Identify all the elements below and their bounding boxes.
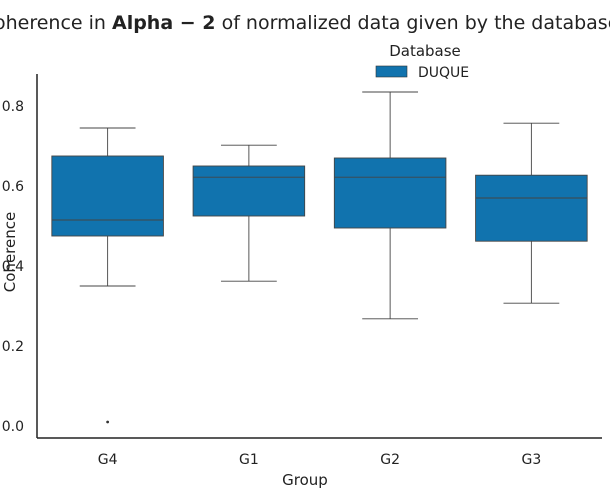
box-body	[475, 174, 588, 242]
legend-swatch-duque	[375, 65, 408, 78]
outlier-point	[106, 420, 110, 424]
y-tick-labels: 0.0 0.2 0.4 0.6 0.8	[2, 99, 24, 435]
y-tick-label: 0.8	[2, 99, 24, 115]
chart-title-prefix: Coherence in	[0, 12, 112, 34]
box-g2	[333, 91, 447, 320]
box-g3	[475, 122, 588, 304]
box-g1	[192, 144, 306, 282]
legend-title: Database	[389, 42, 461, 60]
box-g4	[51, 127, 164, 424]
y-tick-label: 0.6	[2, 179, 24, 195]
x-tick-label: G3	[521, 452, 541, 468]
chart-title: Coherence in Alpha − 2 of normalized dat…	[0, 12, 610, 34]
box-body	[51, 155, 164, 237]
box-body	[333, 157, 447, 229]
legend: Database DUQUE	[375, 42, 469, 81]
x-tick-label: G1	[239, 452, 259, 468]
box-body	[192, 165, 306, 217]
chart-title-bold: Alpha − 2	[112, 12, 216, 34]
y-tick-label: 0.0	[2, 419, 24, 435]
x-axis-label: Group	[282, 471, 328, 489]
chart-title-suffix: of normalized data given by the database…	[216, 12, 610, 34]
x-tick-labels: G4 G1 G2 G3	[98, 452, 542, 468]
y-axis-label: Coherence	[1, 212, 19, 292]
x-tick-label: G4	[98, 452, 118, 468]
y-tick-label: 0.2	[2, 339, 24, 355]
x-tick-label: G2	[380, 452, 400, 468]
y-tick-label: 0.4	[2, 259, 24, 275]
plot-area	[51, 91, 588, 424]
legend-label-duque: DUQUE	[418, 65, 469, 81]
